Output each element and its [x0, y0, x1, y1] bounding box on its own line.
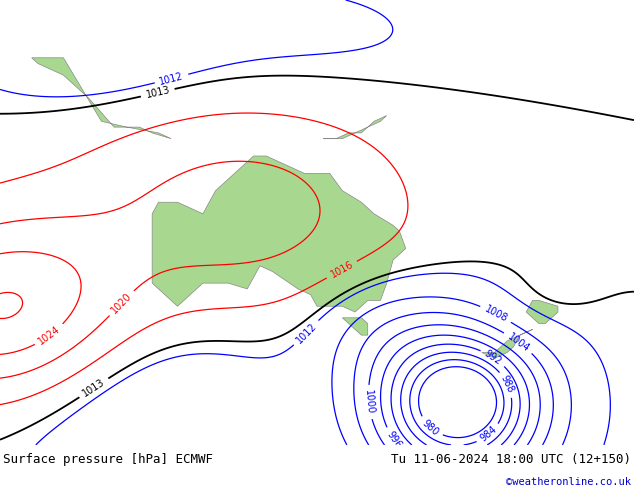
Polygon shape — [152, 156, 406, 312]
Text: 1020: 1020 — [110, 291, 134, 316]
Text: Surface pressure [hPa] ECMWF: Surface pressure [hPa] ECMWF — [3, 453, 213, 466]
Polygon shape — [526, 300, 558, 323]
Text: Tu 11-06-2024 18:00 UTC (12+150): Tu 11-06-2024 18:00 UTC (12+150) — [391, 453, 631, 466]
Text: 1013: 1013 — [81, 377, 107, 399]
Text: 984: 984 — [479, 424, 499, 444]
Polygon shape — [323, 116, 387, 139]
Text: 1000: 1000 — [363, 390, 375, 415]
Polygon shape — [32, 58, 171, 139]
Text: 996: 996 — [385, 429, 403, 450]
Polygon shape — [482, 329, 533, 358]
Text: 1008: 1008 — [482, 304, 509, 324]
Text: 1024: 1024 — [37, 324, 62, 346]
Polygon shape — [342, 318, 368, 335]
Text: 988: 988 — [499, 374, 516, 395]
Text: ©weatheronline.co.uk: ©weatheronline.co.uk — [506, 477, 631, 487]
Text: 1012: 1012 — [158, 71, 184, 87]
Text: 1013: 1013 — [145, 85, 171, 100]
Text: 980: 980 — [420, 417, 441, 438]
Text: 992: 992 — [482, 348, 503, 367]
Text: 1004: 1004 — [505, 331, 531, 354]
Text: 1016: 1016 — [328, 259, 355, 280]
Text: 1012: 1012 — [294, 320, 318, 345]
